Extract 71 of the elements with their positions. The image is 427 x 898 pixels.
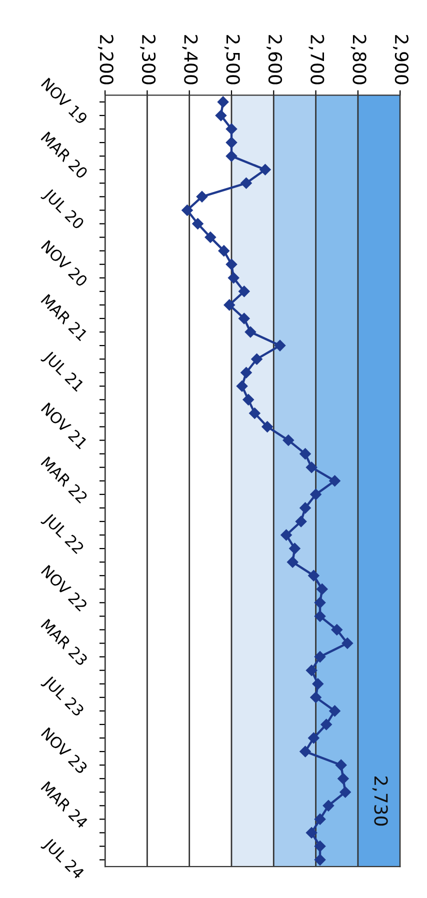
point (308, 732, 320, 744)
point (306, 462, 318, 473)
point (310, 488, 322, 500)
point (217, 96, 229, 108)
x-tick-label: 2,600 (266, 35, 282, 84)
point (300, 448, 311, 460)
point (329, 475, 340, 486)
point (331, 624, 342, 636)
point (300, 502, 311, 514)
point (242, 394, 254, 406)
point (204, 232, 216, 243)
point (192, 218, 204, 230)
point (312, 678, 324, 690)
point (308, 570, 320, 582)
point (314, 840, 326, 852)
point (238, 286, 250, 298)
point (274, 340, 286, 352)
point (322, 800, 334, 812)
point (335, 759, 347, 771)
point (226, 136, 238, 148)
point (314, 597, 326, 608)
point (251, 353, 262, 365)
point (340, 786, 351, 798)
x-tick-label: 2,500 (224, 35, 240, 84)
y-tick-label: JUL 21 (40, 350, 85, 394)
point (260, 164, 271, 176)
point (218, 245, 230, 256)
x-tick-label: 2,800 (350, 35, 366, 84)
point (280, 529, 292, 541)
x-tick-label: 2,300 (140, 35, 156, 84)
point (240, 367, 252, 378)
point (228, 272, 240, 284)
point (236, 380, 248, 392)
point (338, 773, 349, 784)
point (196, 191, 208, 202)
x-tick-label: 2,400 (182, 35, 198, 84)
point (282, 434, 294, 446)
point (289, 542, 300, 554)
x-tick-label: 2,900 (393, 35, 409, 84)
point (342, 638, 354, 649)
point (249, 408, 260, 419)
x-tick-label: 2,200 (98, 35, 114, 84)
annotation: 2,730 (372, 776, 388, 826)
point (262, 421, 273, 432)
point (182, 204, 193, 216)
x-tick-label: 2,700 (308, 35, 324, 84)
point (306, 664, 318, 676)
point (226, 123, 238, 135)
point (238, 312, 250, 324)
point (314, 610, 326, 622)
y-tick-label: JUL 24 (40, 837, 85, 882)
point (314, 651, 326, 662)
point (287, 556, 298, 568)
point (244, 326, 256, 338)
point (316, 584, 328, 595)
point (306, 827, 318, 838)
point (314, 814, 326, 825)
point (226, 258, 238, 270)
point (320, 718, 332, 730)
y-tick-label: JUL 20 (40, 187, 85, 232)
point (329, 705, 340, 717)
y-tick-label: JUL 23 (40, 674, 85, 719)
point (295, 516, 307, 528)
point (226, 150, 238, 162)
point (310, 692, 322, 704)
point (300, 746, 311, 758)
point (224, 299, 235, 311)
y-tick-label: JUL 22 (40, 512, 84, 556)
point (240, 178, 252, 189)
point (215, 110, 227, 122)
point (314, 854, 326, 866)
